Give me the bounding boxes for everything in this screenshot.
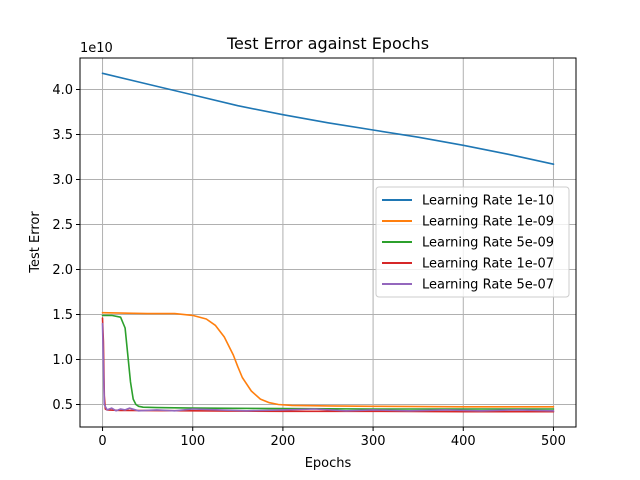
y-tick-label: 1.5 [52,308,73,323]
series-line-5 [101,322,555,412]
axes-frame [79,57,577,428]
x-tick-label: 300 [361,434,386,449]
y-tick-label: 4.0 [52,83,73,98]
legend-label: Learning Rate 1e-09 [422,215,554,230]
legend-label: Learning Rate 5e-09 [422,236,554,251]
y-tick-label: 2.0 [52,263,73,278]
x-tick-label: 100 [180,434,205,449]
series-line-1 [101,72,555,165]
y-tick-label: 3.0 [52,173,73,188]
series-layer [101,72,555,413]
x-tick-label: 0 [98,434,106,449]
y-multiplier-label: 1e10 [80,41,113,56]
x-axis: 0 100 200 300 400 500 [98,427,566,449]
y-axis: 0.5 1.0 1.5 2.0 2.5 3.0 3.5 4.0 [52,83,80,413]
y-axis-label: Test Error [28,211,43,274]
x-tick-label: 400 [451,434,476,449]
x-axis-label: Epochs [305,456,352,471]
y-tick-label: 3.5 [52,128,73,143]
series-line-2 [101,311,555,408]
legend-label: Learning Rate 5e-07 [422,278,554,293]
y-tick-label: 1.0 [52,353,73,368]
legend-box [375,186,570,298]
x-tick-label: 200 [270,434,295,449]
legend-label: Learning Rate 1e-10 [422,194,554,209]
y-tick-label: 0.5 [52,398,73,413]
y-tick-label: 2.5 [52,218,73,233]
legend-label: Learning Rate 1e-07 [422,257,554,272]
series-line-3 [101,314,555,410]
legend: Learning Rate 1e-10 Learning Rate 1e-09 Le… [375,186,570,298]
x-tick-label: 500 [541,434,566,449]
chart-title: Test Error against Epochs [226,34,429,53]
